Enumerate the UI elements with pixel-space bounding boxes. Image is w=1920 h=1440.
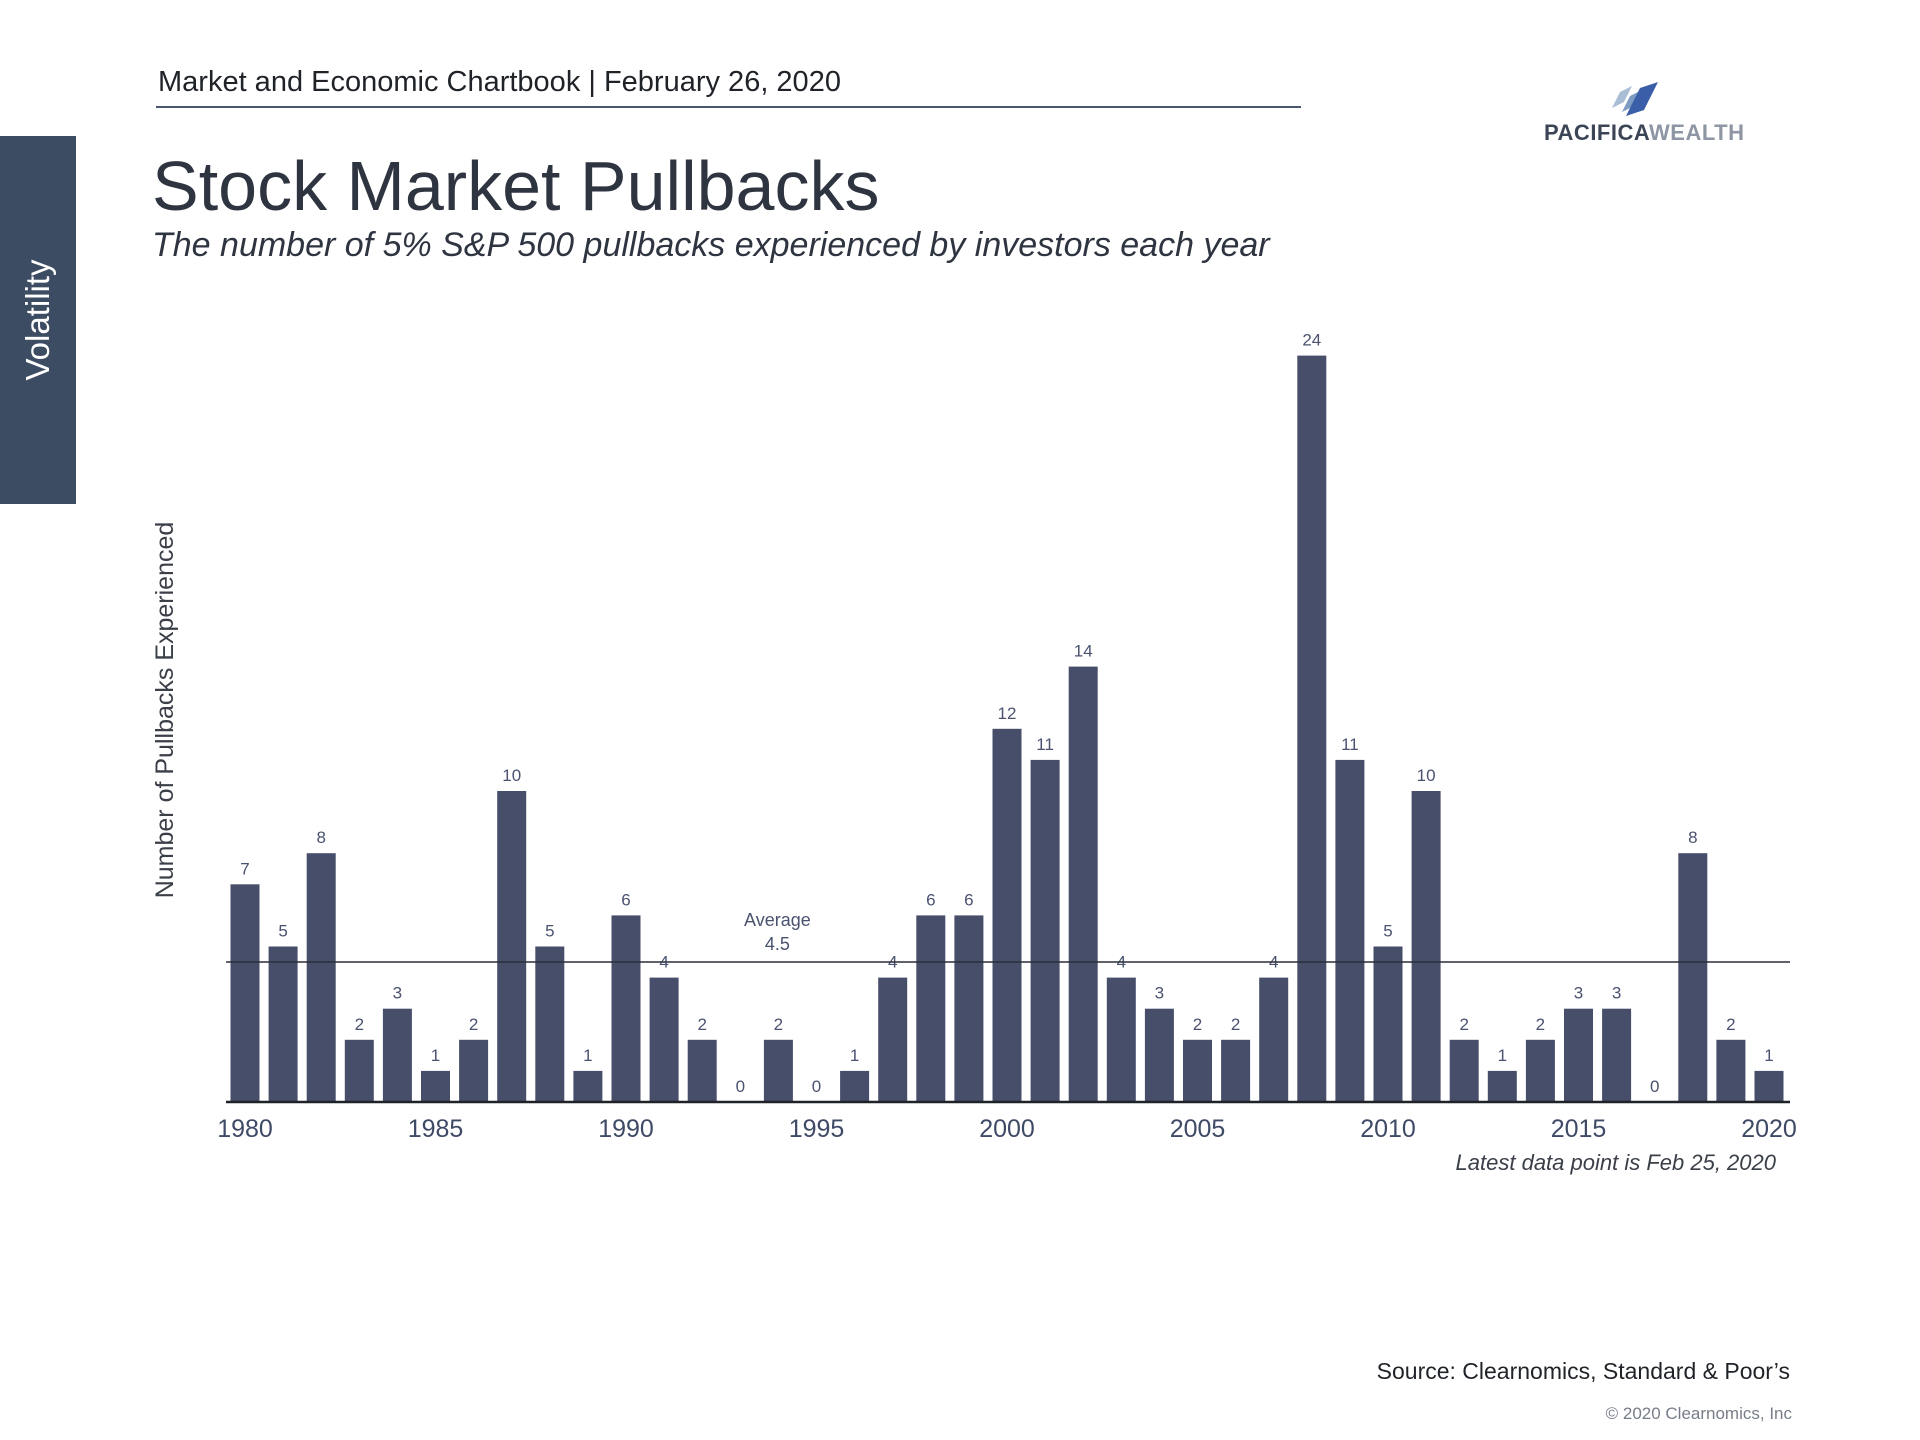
bar-2000 — [992, 728, 1022, 1102]
bar-2019 — [1716, 1039, 1746, 1102]
bar-2016 — [1602, 1008, 1632, 1102]
bar-1992 — [687, 1039, 717, 1102]
bar-2012 — [1449, 1039, 1479, 1102]
average-label: Average — [744, 910, 811, 930]
data-label-2016: 3 — [1612, 984, 1621, 1003]
data-label-2008: 24 — [1302, 331, 1321, 350]
bar-1981 — [268, 946, 298, 1102]
bar-2007 — [1259, 977, 1289, 1102]
data-label-2011: 10 — [1417, 766, 1436, 785]
x-tick-2000: 2000 — [979, 1115, 1035, 1143]
source-note: Source: Clearnomics, Standard & Poor’s — [1376, 1358, 1790, 1384]
bar-1999 — [954, 915, 984, 1102]
bar-1986 — [459, 1039, 489, 1102]
bar-2006 — [1221, 1039, 1251, 1102]
bar-2020 — [1754, 1070, 1784, 1102]
data-label-2012: 2 — [1459, 1015, 1468, 1034]
bar-1987 — [497, 791, 527, 1102]
bar-2011 — [1411, 791, 1441, 1102]
data-label-1986: 2 — [469, 1015, 478, 1034]
data-label-2014: 2 — [1536, 1015, 1545, 1034]
bar-2013 — [1487, 1070, 1517, 1102]
data-label-2018: 8 — [1688, 828, 1697, 847]
data-label-1985: 1 — [431, 1046, 440, 1065]
volatility-tab[interactable]: Volatility — [0, 136, 76, 504]
bar-2008 — [1297, 355, 1327, 1103]
data-label-1990: 6 — [621, 890, 630, 909]
data-label-2000: 12 — [998, 704, 1017, 723]
x-tick-1990: 1990 — [598, 1115, 654, 1143]
bar-1989 — [573, 1070, 603, 1102]
x-tick-2005: 2005 — [1170, 1115, 1226, 1143]
data-label-2001: 11 — [1036, 735, 1054, 754]
bar-1980 — [230, 884, 260, 1102]
bar-1988 — [535, 946, 565, 1102]
average-value-label: 4.5 — [765, 934, 790, 954]
x-tick-2010: 2010 — [1360, 1115, 1416, 1143]
bar-1991 — [649, 977, 679, 1102]
data-label-2005: 2 — [1193, 1015, 1202, 1034]
data-label-1999: 6 — [964, 890, 973, 909]
data-label-1983: 2 — [355, 1015, 364, 1034]
x-tick-2020: 2020 — [1741, 1115, 1797, 1143]
bar-2018 — [1678, 853, 1708, 1102]
data-label-1993: 0 — [736, 1077, 745, 1096]
bar-2010 — [1373, 946, 1403, 1102]
data-label-1988: 5 — [545, 922, 554, 941]
bar-2009 — [1335, 759, 1365, 1102]
data-label-1981: 5 — [278, 922, 287, 941]
logo-wordmark: PACIFICAWEALTH — [1544, 120, 1745, 145]
bar-2003 — [1106, 977, 1136, 1102]
x-tick-1985: 1985 — [408, 1115, 464, 1143]
data-label-2006: 2 — [1231, 1015, 1240, 1034]
x-tick-1980: 1980 — [217, 1115, 273, 1143]
bar-1994 — [763, 1039, 793, 1102]
data-label-2013: 1 — [1498, 1046, 1507, 1065]
bar-2014 — [1525, 1039, 1555, 1102]
data-label-2017: 0 — [1650, 1077, 1659, 1096]
data-label-2020: 1 — [1764, 1046, 1773, 1065]
copyright-note: © 2020 Clearnomics, Inc — [1605, 1404, 1792, 1423]
page-title: Stock Market Pullbacks — [152, 147, 880, 225]
data-label-2004: 3 — [1155, 984, 1164, 1003]
data-label-2019: 2 — [1726, 1015, 1735, 1034]
data-label-2002: 14 — [1074, 642, 1093, 661]
data-label-1982: 8 — [316, 828, 325, 847]
pacifica-wealth-logo-icon — [1612, 82, 1658, 116]
x-tick-2015: 2015 — [1551, 1115, 1607, 1143]
data-label-1980: 7 — [240, 859, 249, 878]
x-tick-1995: 1995 — [789, 1115, 845, 1143]
data-label-2010: 5 — [1383, 922, 1392, 941]
chartbook-header: Market and Economic Chartbook | February… — [158, 66, 841, 98]
data-label-1984: 3 — [393, 984, 402, 1003]
data-label-1994: 2 — [774, 1015, 783, 1034]
latest-data-note: Latest data point is Feb 25, 2020 — [1455, 1150, 1776, 1175]
bar-1984 — [382, 1008, 412, 1102]
data-label-1996: 1 — [850, 1046, 859, 1065]
data-label-1989: 1 — [583, 1046, 592, 1065]
bar-1983 — [344, 1039, 374, 1102]
bar-1982 — [306, 853, 336, 1102]
data-label-1995: 0 — [812, 1077, 821, 1096]
header-divider — [156, 106, 1301, 108]
data-label-2009: 11 — [1341, 735, 1359, 754]
bar-1985 — [421, 1070, 450, 1102]
bar-2001 — [1030, 759, 1060, 1102]
bar-2004 — [1144, 1008, 1174, 1102]
page-subtitle: The number of 5% S&P 500 pullbacks exper… — [152, 226, 1270, 264]
bar-2015 — [1564, 1008, 1593, 1102]
bar-1997 — [878, 977, 908, 1102]
data-label-1992: 2 — [697, 1015, 706, 1034]
bar-2002 — [1068, 666, 1098, 1102]
bar-1996 — [840, 1070, 870, 1102]
bar-1998 — [916, 915, 946, 1102]
data-label-2015: 3 — [1574, 984, 1583, 1003]
data-label-1987: 10 — [502, 766, 521, 785]
bar-2005 — [1183, 1039, 1212, 1102]
bar-1990 — [611, 915, 641, 1102]
y-axis-label: Number of Pullbacks Experienced — [151, 522, 179, 899]
data-label-1998: 6 — [926, 890, 935, 909]
